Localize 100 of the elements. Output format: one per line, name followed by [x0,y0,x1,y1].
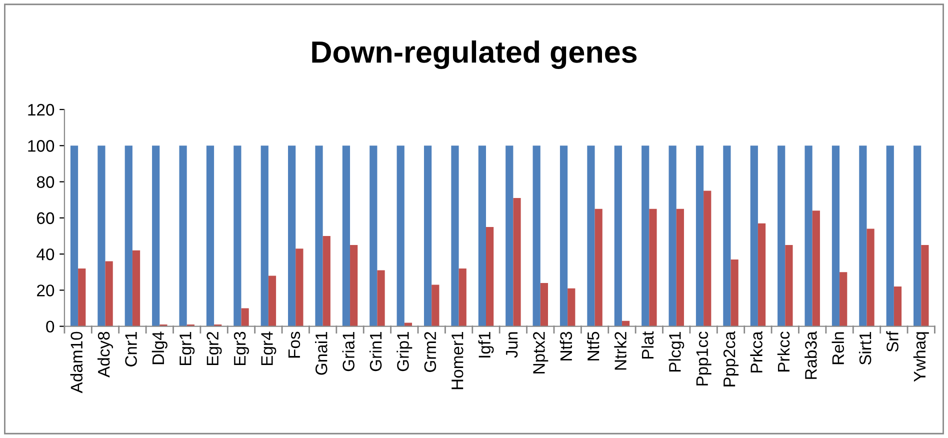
bar [458,268,466,326]
x-tick-label: Ppp1cc [696,332,712,386]
bar [241,308,249,326]
bar [832,146,840,326]
bar [315,146,323,326]
bar [758,223,766,326]
bar [206,146,214,326]
bar [268,276,276,326]
x-tick-label: Prkcc [777,332,790,372]
bar [622,320,630,326]
bar [404,322,412,326]
bar [886,146,894,326]
bar [234,146,242,326]
bar [78,268,86,326]
y-tick-label: 120 [28,104,54,116]
bar [642,146,650,326]
bar [560,146,568,326]
bar [513,198,521,326]
x-tick-label: Grip1 [396,332,412,372]
x-tick-label: Egr2 [206,332,222,366]
x-tick-label: Rab3a [804,331,817,379]
bar [894,286,902,326]
bar [914,146,922,326]
bar [322,236,330,326]
y-tick-label: 80 [36,176,54,188]
bar [704,190,712,326]
x-tick-label: Ntrk2 [614,332,626,370]
x-tick-label: Ntf3 [560,332,572,360]
x-tick-label: Plat [641,331,654,359]
bar [451,146,459,326]
bar [532,146,540,326]
bar [859,146,867,326]
bar [866,228,874,326]
bar [396,146,404,326]
bar [804,146,812,326]
y-tick-label: 100 [28,140,54,152]
chart-title: Down-regulated genes [312,40,637,70]
bar [614,146,622,326]
bar [723,146,731,326]
bar [730,259,738,326]
bar [812,210,820,326]
x-tick-label: Gnai1 [315,332,328,375]
x-tick-label: Adcy8 [97,332,114,378]
x-tick-label: Plcg1 [668,332,684,372]
bar [288,146,296,326]
bar [486,226,494,326]
bar [478,146,486,326]
y-tick-label: 0 [46,320,54,333]
bar [152,146,160,326]
bar [778,146,786,326]
y-tick-label: 40 [36,248,54,260]
x-tick-label: Srf [886,331,898,352]
x-tick-label: Sirt1 [858,332,872,365]
x-tick-label: Gria1 [342,332,354,372]
bar [342,146,350,326]
bar [124,146,132,326]
bar [132,250,140,326]
x-tick-label: Grin1 [369,332,382,372]
y-tick-label: 60 [37,212,54,224]
bar [260,146,268,326]
bar [696,146,704,326]
bar [594,208,602,326]
x-tick-label: Ntf5 [587,332,600,360]
bar [370,146,378,326]
bar [649,208,657,326]
bar [424,146,432,326]
bar [676,208,684,326]
bar [785,245,793,326]
x-tick-label: Fos [288,332,300,358]
x-tick-label: Egr4 [261,332,276,366]
x-tick-label: Adam10 [70,332,83,394]
bar [587,146,595,326]
x-tick-label: Ppp2ca [723,331,739,386]
bar [540,282,548,326]
bar [506,146,514,326]
x-tick-label: Egr1 [180,332,195,366]
x-tick-label: Prkca [750,331,762,372]
x-tick-label: Igf1 [478,332,494,358]
x-tick-label: Reln [832,332,844,364]
x-tick-label: Dlg4 [152,332,168,364]
bar [179,146,187,326]
x-tick-label: Homer1 [452,332,464,390]
bar [296,248,304,326]
x-tick-label: Cnr1 [125,332,137,366]
bar [350,245,358,326]
bar [668,146,676,326]
x-tick-label: Grm2 [424,332,436,372]
x-tick-label: Ywhaq [913,332,929,382]
x-tick-label: Egr3 [234,332,250,366]
bar [377,270,385,326]
bar [98,146,106,326]
bar [70,146,78,326]
bar [432,284,440,326]
bar [750,146,758,326]
bar [921,245,929,326]
bar [840,272,848,326]
x-tick-label: Jun [506,332,518,358]
x-tick-label: Nptx2 [533,332,548,374]
bar [568,288,576,326]
bar [105,261,113,326]
